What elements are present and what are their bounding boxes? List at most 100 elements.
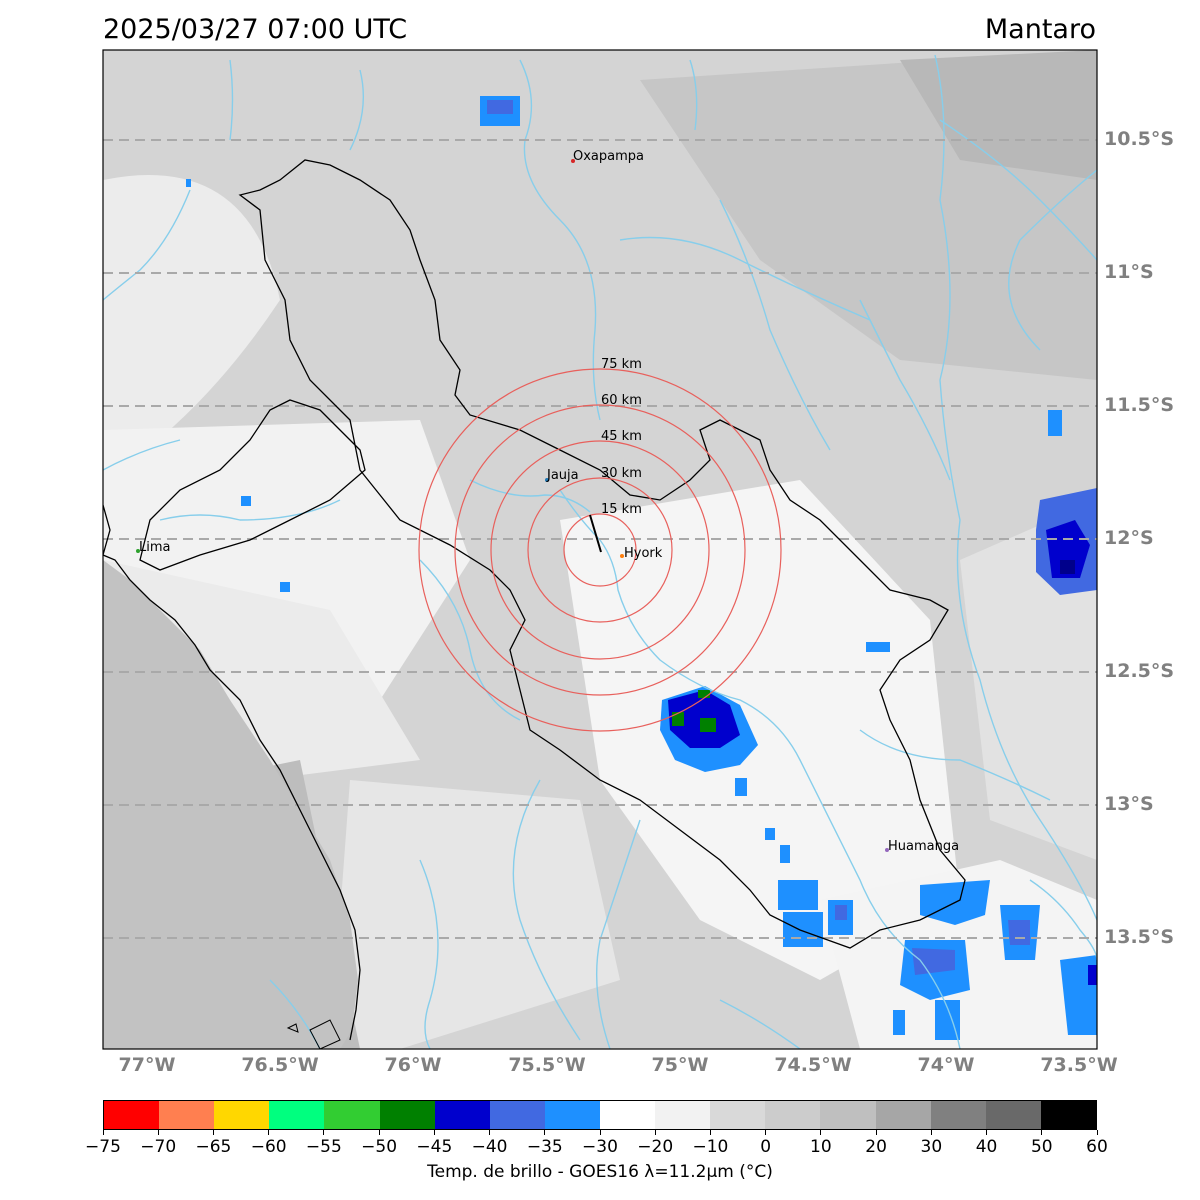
convective-cell <box>893 880 1097 1040</box>
colorbar-tick-mark <box>599 1130 601 1135</box>
lon-tick-label: 77°W <box>118 1054 176 1076</box>
colorbar-segment <box>324 1101 380 1129</box>
temperature-colorbar <box>103 1100 1097 1130</box>
colorbar-tick-label: 0 <box>760 1137 772 1157</box>
city-label-huamanga: Huamanga <box>888 839 960 854</box>
colorbar-tick-mark <box>102 1130 104 1135</box>
colorbar-segment <box>434 1101 490 1129</box>
range-ring-label: 15 km <box>601 502 642 517</box>
city-label-jauja: Jauja <box>547 468 579 483</box>
lat-tick-label: 10.5°S <box>1104 128 1175 150</box>
lat-tick-label: 11.5°S <box>1104 394 1175 416</box>
range-ring-label: 60 km <box>601 393 642 408</box>
colorbar-tick-label: −20 <box>637 1137 674 1157</box>
colorbar-tick-mark <box>378 1130 380 1135</box>
convective-cell <box>866 642 890 652</box>
map-region-title: Mantaro <box>984 14 1096 45</box>
colorbar-tick-mark <box>1096 1130 1098 1135</box>
colorbar-tick-mark <box>709 1130 711 1135</box>
city-label-oxapampa: Oxapampa <box>573 149 644 164</box>
colorbar-segment <box>159 1101 215 1129</box>
cloud-patch <box>330 780 620 1049</box>
convective-cell <box>660 686 758 772</box>
colorbar-tick-label: −40 <box>471 1137 508 1157</box>
lat-tick-label: 13.5°S <box>1104 926 1175 948</box>
range-rings <box>418 368 782 732</box>
colorbar-tick-label: 50 <box>1030 1137 1053 1157</box>
colorbar-segment <box>875 1101 931 1129</box>
city-marker-oxapampa <box>571 159 575 163</box>
colorbar-segment <box>104 1101 160 1129</box>
lat-tick-label: 13°S <box>1104 793 1154 815</box>
colorbar-tick-mark <box>544 1130 546 1135</box>
sub-basin-boundary <box>139 399 366 571</box>
colorbar-tick-mark <box>212 1130 214 1135</box>
coastline <box>103 504 361 1041</box>
colorbar-segment <box>269 1101 325 1129</box>
map-frame <box>102 49 1098 1050</box>
lat-tick-label: 12°S <box>1104 527 1154 549</box>
colorbar-segment <box>379 1101 435 1129</box>
colorbar-segment <box>214 1101 270 1129</box>
colorbar-tick-mark <box>157 1130 159 1135</box>
colorbar-label: Temp. de brillo - GOES16 λ=11.2μm (°C) <box>427 1162 773 1182</box>
lon-tick-label: 75.5°W <box>508 1054 586 1076</box>
colorbar-tick-mark <box>986 1130 988 1135</box>
colorbar-segment <box>544 1101 600 1129</box>
colorbar-segment <box>820 1101 876 1129</box>
range-ring-15km <box>563 513 637 587</box>
map-datetime-title: 2025/03/27 07:00 UTC <box>103 14 408 45</box>
range-ring-60km <box>454 404 746 696</box>
colorbar-tick-label: −75 <box>85 1137 121 1157</box>
colorbar-segment <box>765 1101 821 1129</box>
range-ring-45km <box>490 440 710 660</box>
convective-cell <box>280 582 290 592</box>
ocean-area <box>103 560 358 1049</box>
lon-tick-label: 74°W <box>917 1054 975 1076</box>
city-marker-hyork <box>620 554 624 558</box>
colorbar-tick-mark <box>1041 1130 1043 1135</box>
colorbar-tick-label: 40 <box>975 1137 998 1157</box>
colorbar-tick-mark <box>820 1130 822 1135</box>
colorbar-tick-label: −50 <box>361 1137 398 1157</box>
convective-cell <box>735 778 853 947</box>
lon-tick-label: 73.5°W <box>1040 1054 1118 1076</box>
colorbar-tick-label: −65 <box>195 1137 232 1157</box>
colorbar-tick-label: −35 <box>526 1137 563 1157</box>
colorbar-tick-mark <box>930 1130 932 1135</box>
colorbar-tick-label: −70 <box>140 1137 177 1157</box>
radar-beam-line <box>589 514 602 553</box>
city-label-lima: Lima <box>139 540 171 555</box>
range-ring-label: 30 km <box>601 466 642 481</box>
city-marker-lima <box>136 549 140 553</box>
coastline-island <box>309 1019 341 1049</box>
range-ring-label: 45 km <box>601 429 642 444</box>
colorbar-tick-label: 30 <box>920 1137 943 1157</box>
colorbar-tick-label: −45 <box>416 1137 453 1157</box>
colorbar-tick-mark <box>433 1130 435 1135</box>
river-network <box>103 54 1097 1049</box>
cloud-patch <box>560 480 960 980</box>
city-label-hyork: Hyork <box>624 546 663 561</box>
latitude-gridlines <box>103 139 1097 939</box>
colorbar-segment <box>985 1101 1041 1129</box>
convective-cell <box>186 179 191 187</box>
basin-boundary <box>238 159 966 949</box>
lat-tick-label: 12.5°S <box>1104 660 1175 682</box>
colorbar-tick-label: 60 <box>1086 1137 1108 1157</box>
colorbar-tick-mark <box>323 1130 325 1135</box>
cloud-patch <box>900 50 1097 180</box>
lon-tick-label: 74.5°W <box>774 1054 852 1076</box>
colorbar-tick-label: 10 <box>810 1137 832 1157</box>
cloud-patch <box>103 175 280 480</box>
colorbar-tick-mark <box>875 1130 877 1135</box>
colorbar-tick-mark <box>765 1130 767 1135</box>
range-ring-30km <box>527 477 673 623</box>
lat-tick-label: 11°S <box>1104 261 1154 283</box>
lon-tick-label: 76°W <box>384 1054 442 1076</box>
colorbar-segment <box>930 1101 986 1129</box>
convective-cell <box>241 496 251 506</box>
colorbar-segment <box>599 1101 656 1129</box>
convective-cell <box>1048 410 1062 436</box>
